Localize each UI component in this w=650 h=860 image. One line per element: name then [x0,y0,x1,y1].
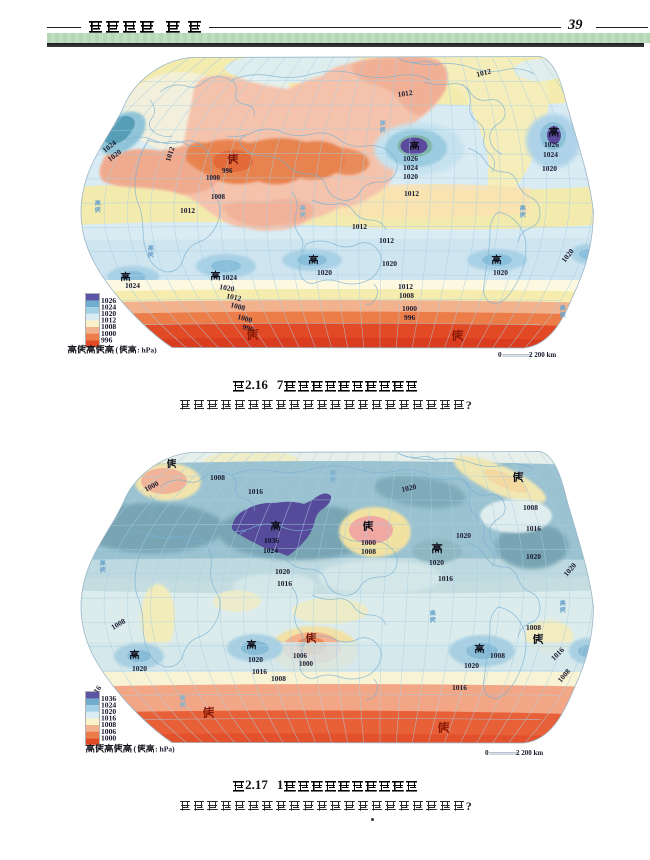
svg-text:1024: 1024 [403,163,418,172]
svg-text:1020: 1020 [526,552,541,561]
svg-text:1016: 1016 [452,683,467,692]
svg-text:1008: 1008 [211,193,226,201]
svg-text:0: 0 [485,749,489,757]
svg-text:1020: 1020 [101,707,116,716]
svg-text:1020: 1020 [132,664,147,673]
svg-text:1020: 1020 [403,172,418,181]
svg-text:2 200 km: 2 200 km [529,351,556,359]
svg-text:1012: 1012 [101,316,116,325]
svg-text:1020: 1020 [275,567,290,576]
svg-text:1016: 1016 [526,524,541,533]
svg-text:1024: 1024 [101,302,116,311]
svg-text:1000: 1000 [402,304,417,313]
svg-text:1020: 1020 [101,309,116,318]
svg-text:1020: 1020 [401,482,418,494]
svg-text:1024: 1024 [222,273,237,282]
svg-text:1008: 1008 [361,547,376,556]
svg-text:1016: 1016 [252,667,267,676]
svg-text:996: 996 [404,313,416,322]
svg-text:1008: 1008 [210,473,225,482]
svg-text:996: 996 [101,335,113,344]
svg-text:1016: 1016 [101,714,116,723]
svg-text:1012: 1012 [404,189,419,198]
svg-text:1008: 1008 [490,651,505,660]
svg-text:1036: 1036 [101,694,116,703]
svg-text:1008: 1008 [271,674,286,683]
svg-text:1012: 1012 [226,291,243,303]
svg-text:1020: 1020 [382,259,397,268]
svg-text:1006: 1006 [293,652,308,660]
svg-text:996: 996 [222,167,233,175]
svg-text:: hPa): : hPa) [155,744,175,753]
svg-text:1020: 1020 [493,268,508,277]
svg-text:(: ( [116,345,119,354]
svg-text:1000: 1000 [206,174,221,182]
svg-text:1024: 1024 [101,700,116,709]
svg-text:1000: 1000 [101,329,116,338]
svg-text:1020: 1020 [429,558,444,567]
svg-text:1006: 1006 [101,727,116,736]
svg-text:1012: 1012 [180,206,195,215]
svg-text:1026: 1026 [544,140,559,149]
svg-text:1036: 1036 [264,536,279,545]
svg-text:1000: 1000 [361,538,376,547]
svg-text:1026: 1026 [101,296,116,305]
svg-text:1008: 1008 [101,322,116,331]
svg-text:1012: 1012 [397,88,413,99]
svg-text:1020: 1020 [456,531,471,540]
svg-text:1008: 1008 [230,300,247,312]
svg-text:1012: 1012 [379,236,394,245]
svg-text:1012: 1012 [163,145,176,162]
svg-text:1016: 1016 [277,579,292,588]
svg-text:1026: 1026 [403,154,418,163]
svg-text:1020: 1020 [219,282,236,294]
svg-text:1020: 1020 [248,655,263,664]
svg-text:: hPa): : hPa) [137,345,157,354]
svg-text:1024: 1024 [125,281,140,290]
svg-text:1008: 1008 [523,503,538,512]
svg-text:2 200 km: 2 200 km [516,749,543,757]
svg-text:(: ( [134,744,137,753]
svg-text:1020: 1020 [317,268,332,277]
svg-text:1024: 1024 [543,150,558,159]
svg-text:1012: 1012 [475,67,492,79]
svg-text:1020: 1020 [464,661,479,670]
svg-text:1016: 1016 [438,574,453,583]
svg-text:996: 996 [241,322,255,334]
svg-text:1008: 1008 [526,623,541,632]
svg-text:1000: 1000 [101,733,116,742]
svg-text:1000: 1000 [299,660,314,668]
svg-text:1024: 1024 [263,546,278,555]
svg-text:1012: 1012 [398,282,413,291]
svg-text:0: 0 [498,351,502,359]
svg-text:1012: 1012 [352,222,367,231]
svg-text:1008: 1008 [399,291,414,300]
svg-text:1000: 1000 [237,312,254,324]
svg-text:1008: 1008 [101,720,116,729]
svg-text:1020: 1020 [542,164,557,173]
svg-text:1016: 1016 [248,487,263,496]
